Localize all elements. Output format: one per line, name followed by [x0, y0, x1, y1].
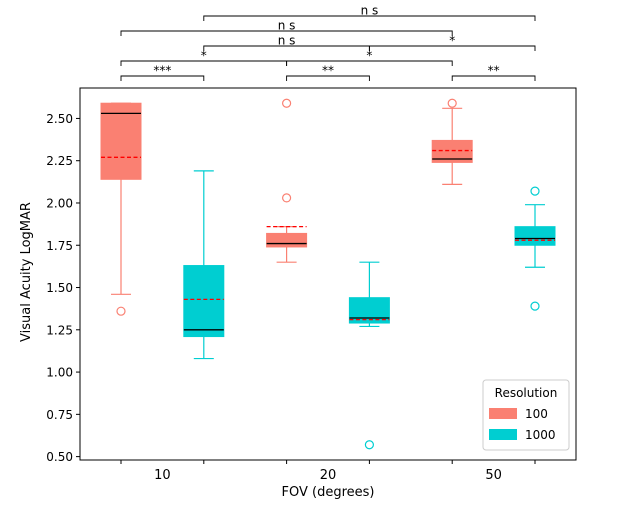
outlier-point: [530, 186, 540, 196]
significance-bracket: [120, 30, 453, 36]
significance-bracket: [120, 75, 205, 81]
box-iqr: [100, 102, 142, 180]
outlier-point: [116, 306, 126, 316]
box-iqr: [514, 226, 556, 246]
y-tick-label: 1.00: [46, 366, 73, 380]
box-iqr: [183, 265, 225, 338]
legend-title: Resolution: [495, 386, 558, 400]
legend-swatch-100: [489, 408, 517, 419]
significance-label: *: [366, 49, 372, 63]
y-axis-label: Visual Acuity LogMAR: [19, 202, 34, 342]
y-tick-label: 1.75: [46, 239, 73, 253]
outlier-point: [530, 301, 540, 311]
significance-label: ***: [153, 64, 171, 78]
significance-label: **: [322, 64, 334, 78]
significance-bracket: [368, 45, 536, 51]
x-category-label: 50: [485, 468, 502, 483]
outlier-point: [282, 98, 292, 108]
y-tick-label: 2.00: [46, 196, 73, 210]
y-tick-label: 0.75: [46, 408, 73, 422]
significance-label: n s: [278, 19, 296, 33]
y-tick-label: 1.25: [46, 323, 73, 337]
y-tick-label: 0.50: [46, 450, 73, 464]
significance-bracket: [286, 60, 453, 66]
significance-bracket: [451, 75, 536, 81]
x-axis-label: FOV (degrees): [282, 485, 375, 500]
plot-area: [79, 87, 577, 461]
x-category-label: 20: [320, 468, 337, 483]
outlier-point: [447, 98, 457, 108]
significance-label: *: [449, 34, 455, 48]
box-iqr: [348, 297, 390, 324]
significance-label: *: [201, 49, 207, 63]
significance-label: **: [488, 64, 500, 78]
legend-label-100: 100: [525, 407, 548, 421]
legend-swatch-1000: [489, 429, 517, 440]
box-iqr: [431, 139, 473, 163]
box-iqr: [266, 232, 308, 248]
legend-label-1000: 1000: [525, 428, 556, 442]
significance-label: n s: [278, 34, 296, 48]
y-tick-label: 1.50: [46, 281, 73, 295]
x-category-label: 10: [154, 468, 171, 483]
y-tick-label: 2.50: [46, 112, 73, 126]
significance-bracket: [203, 15, 536, 21]
outlier-point: [282, 193, 292, 203]
significance-bracket: [286, 75, 370, 81]
y-tick-label: 2.25: [46, 154, 73, 168]
outlier-point: [364, 440, 374, 450]
significance-label: n s: [361, 4, 379, 18]
